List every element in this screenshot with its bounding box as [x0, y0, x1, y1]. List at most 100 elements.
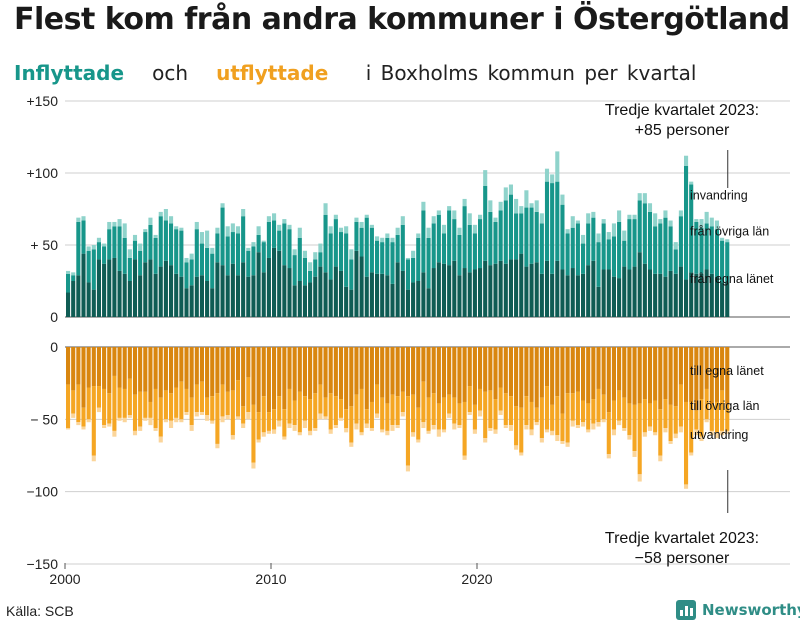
bar-segment-in: [266, 216, 271, 222]
bar-segment-out: [725, 430, 730, 434]
bar-segment-out: [508, 396, 513, 426]
bar-segment-in: [421, 201, 426, 211]
bar-segment-in: [689, 184, 694, 273]
bar-segment-in: [622, 266, 627, 317]
bar-segment-in: [519, 206, 524, 214]
bar-segment-out: [132, 430, 138, 436]
bar-segment-in: [400, 224, 405, 271]
bar-segment-in: [539, 213, 544, 224]
bar-segment-out: [261, 432, 266, 437]
bar-segment-out: [380, 347, 385, 398]
bar-segment-in: [364, 276, 369, 317]
bar-segment-in: [426, 237, 431, 289]
bar-segment-out: [411, 394, 416, 433]
bar-segment-in: [138, 250, 143, 276]
bar-segment-out: [122, 388, 127, 418]
bar-segment-in: [524, 266, 529, 317]
bar-segment-out: [462, 455, 467, 460]
bar-segment-in: [184, 288, 189, 317]
bar-segment-out: [354, 347, 359, 395]
bar-segment-out: [272, 429, 277, 434]
bar-segment-in: [122, 273, 127, 317]
bar-segment-in: [390, 242, 395, 284]
bar-segment-out: [261, 396, 266, 433]
bar-segment-out: [534, 422, 539, 426]
bar-segment-in: [132, 259, 138, 317]
bar-segment-in: [385, 275, 390, 317]
bar-segment-in: [560, 204, 565, 270]
annotation-bottom-line1: Tredje kvartalet 2023:: [605, 530, 759, 547]
bar-segment-in: [349, 249, 354, 260]
bar-segment-in: [441, 263, 447, 317]
bar-segment-out: [323, 347, 328, 398]
bar-segment-in: [704, 269, 709, 317]
bar-segment-in: [66, 292, 71, 317]
bar-segment-in: [375, 240, 380, 274]
bar-segment-in: [158, 216, 163, 267]
bar-segment-in: [81, 253, 86, 317]
bar-segment-out: [205, 397, 210, 415]
bar-segment-in: [678, 216, 683, 267]
bar-segment-in: [606, 239, 611, 270]
bar-segment-out: [714, 401, 719, 433]
bar-segment-in: [174, 273, 179, 317]
bar-segment-out: [555, 396, 560, 436]
bar-segment-out: [359, 347, 364, 389]
bar-segment-out: [308, 399, 313, 431]
bar-segment-in: [179, 230, 184, 277]
bar-segment-out: [488, 390, 493, 429]
bar-segment-out: [277, 347, 282, 397]
bar-segment-out: [194, 384, 199, 413]
bar-segment-out: [215, 443, 220, 449]
bar-segment-out: [71, 390, 76, 414]
bar-segment-in: [251, 242, 256, 247]
bar-segment-in: [519, 213, 524, 254]
bar-segment-in: [699, 273, 704, 317]
bar-segment-in: [647, 203, 653, 212]
bar-segment-in: [107, 221, 112, 230]
bar-segment-out: [390, 347, 395, 395]
bar-segment-out: [179, 381, 184, 420]
bar-segment-in: [426, 288, 431, 317]
bar-segment-out: [385, 403, 390, 431]
bar-segment-in: [560, 269, 565, 317]
bar-segment-out: [591, 399, 596, 424]
bar-segment-in: [132, 234, 138, 241]
bar-segment-in: [725, 242, 730, 283]
bar-segment-in: [673, 249, 678, 274]
bar-segment-in: [359, 221, 364, 228]
bar-segment-in: [555, 151, 560, 182]
bar-segment-in: [663, 210, 668, 218]
bar-segment-in: [642, 203, 647, 264]
bar-segment-in: [508, 194, 513, 260]
bar-segment-in: [246, 276, 251, 317]
bar-segment-in: [127, 257, 132, 281]
bar-segment-in: [725, 239, 730, 243]
bar-segment-out: [478, 410, 483, 417]
bar-segment-out: [426, 397, 431, 431]
bar-segment-in: [308, 282, 313, 317]
bar-segment-out: [555, 347, 560, 397]
bar-segment-out: [653, 400, 658, 433]
bar-segment-out: [338, 399, 344, 418]
bar-segment-out: [369, 401, 374, 429]
bar-segment-in: [292, 255, 297, 286]
bar-segment-out: [375, 384, 380, 414]
bar-segment-out: [519, 452, 524, 456]
bar-segment-in: [493, 263, 498, 317]
brand-name: Newsworthy: [702, 601, 800, 619]
bar-segment-out: [405, 396, 410, 466]
bar-segment-in: [71, 281, 76, 317]
bar-segment-in: [575, 220, 580, 224]
bar-segment-in: [277, 230, 282, 251]
series-label-in: från egna länet: [690, 272, 774, 286]
bar-segment-out: [483, 391, 488, 439]
bar-segment-out: [313, 347, 318, 394]
bar-segment-out: [380, 429, 385, 433]
bar-segment-in: [241, 209, 246, 217]
bar-segment-out: [668, 347, 673, 405]
bar-segment-out: [591, 423, 596, 430]
bar-segment-in: [591, 211, 596, 218]
bar-segment-out: [462, 347, 467, 402]
bar-segment-in: [478, 268, 483, 317]
